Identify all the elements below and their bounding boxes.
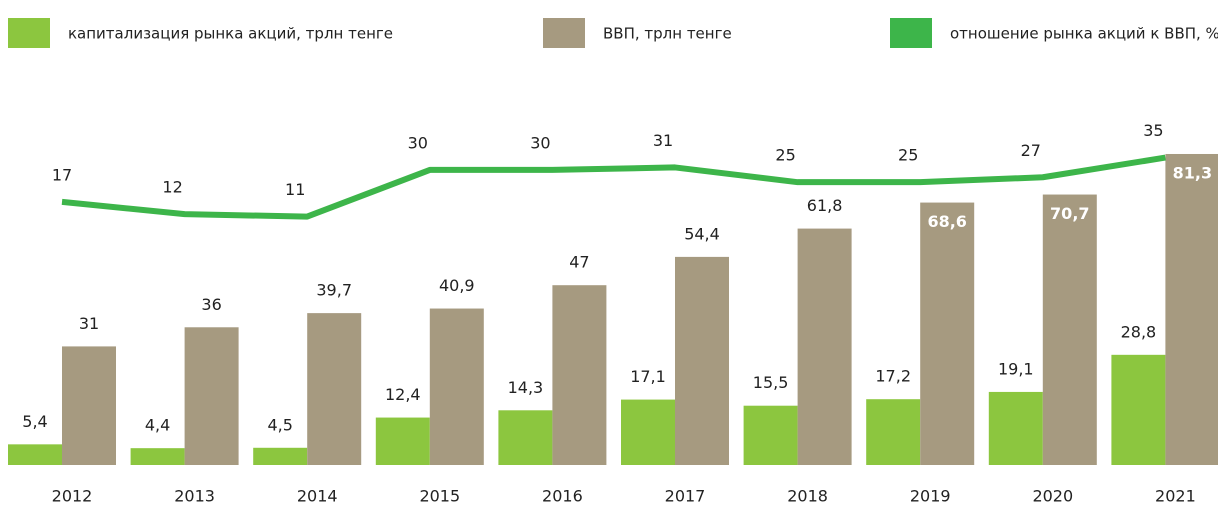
value-label: 19,1	[998, 359, 1034, 378]
bar	[920, 202, 975, 465]
x-tick-label: 2021	[1155, 487, 1196, 506]
value-label: 14,3	[508, 378, 544, 397]
value-label: 4,5	[267, 415, 292, 434]
value-label: 36	[201, 295, 221, 314]
value-label: 70,7	[1050, 204, 1089, 223]
bar	[743, 405, 798, 465]
bar	[1165, 153, 1218, 465]
value-label: 68,6	[927, 212, 966, 231]
line-value-label: 11	[285, 180, 305, 199]
bar	[130, 448, 185, 465]
bar	[253, 447, 308, 465]
value-label: 39,7	[316, 281, 352, 300]
legend-label: отношение рынка акций к ВВП, %	[950, 25, 1218, 43]
bar	[429, 308, 484, 465]
line-value-label: 27	[1021, 141, 1041, 160]
value-label: 40,9	[439, 276, 475, 295]
value-label: 31	[79, 314, 99, 333]
bar	[184, 327, 239, 465]
bar	[1111, 354, 1166, 465]
legend-swatch	[543, 18, 585, 48]
bar	[675, 256, 729, 465]
bar	[797, 228, 852, 465]
x-tick-label: 2017	[665, 487, 706, 506]
bar	[988, 391, 1043, 465]
x-tick-label: 2019	[910, 487, 951, 506]
line-value-label: 17	[52, 165, 72, 184]
x-tick-label: 2015	[419, 487, 460, 506]
line-value-label: 25	[775, 146, 795, 165]
value-label: 28,8	[1121, 322, 1157, 341]
value-label: 4,4	[145, 416, 170, 435]
value-label: 12,4	[385, 385, 421, 404]
bar	[1042, 194, 1097, 466]
x-tick-label: 2013	[174, 487, 215, 506]
value-label: 47	[569, 253, 589, 272]
value-label: 54,4	[684, 224, 720, 243]
line-value-label: 12	[162, 178, 182, 197]
value-label: 61,8	[807, 196, 843, 215]
x-tick-label: 2012	[52, 487, 93, 506]
bar	[866, 399, 921, 465]
line-value-label: 30	[408, 133, 428, 152]
bar	[8, 444, 62, 465]
bar	[498, 410, 553, 465]
legend-label: ВВП, трлн тенге	[603, 25, 732, 43]
line	[61, 154, 1166, 220]
value-label: 5,4	[22, 412, 47, 431]
x-tick-label: 2014	[297, 487, 338, 506]
bar	[375, 417, 430, 465]
legend-label: капитализация рынка акций, трлн тенге	[68, 25, 393, 43]
value-label: 17,1	[630, 367, 666, 386]
bar	[621, 399, 675, 465]
x-tick-label: 2016	[542, 487, 583, 506]
bar	[552, 285, 607, 465]
line-value-label: 31	[653, 131, 673, 150]
bar	[307, 313, 362, 465]
legend-swatch	[890, 18, 932, 48]
x-tick-label: 2020	[1032, 487, 1073, 506]
value-label: 81,3	[1173, 163, 1212, 182]
x-tick-label: 2018	[787, 487, 828, 506]
value-label: 15,5	[753, 373, 789, 392]
line-value-label: 30	[530, 133, 550, 152]
value-label: 17,2	[875, 367, 911, 386]
bar	[62, 346, 116, 465]
line-value-label: 25	[898, 146, 918, 165]
legend-swatch	[8, 18, 50, 48]
line-value-label: 35	[1143, 121, 1163, 140]
